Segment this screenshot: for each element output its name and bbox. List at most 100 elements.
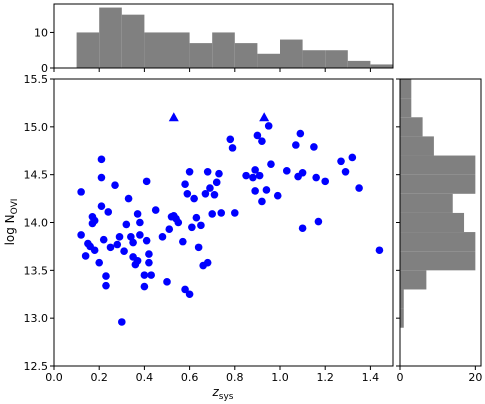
right-histogram: 0 20: [396, 78, 482, 384]
scatter-point: [251, 166, 259, 174]
scatter-point: [375, 246, 384, 255]
y-tick-label: 15.5: [24, 73, 49, 86]
scatter-point: [190, 194, 198, 203]
main-x-ticks: 0.0 0.2 0.4 0.6 0.8 1.0 1.2 1.4: [45, 366, 379, 384]
scatter-point: [267, 160, 275, 168]
scatter-point: [231, 209, 239, 217]
scatter-point: [77, 231, 85, 239]
top-histogram-bar: [325, 50, 348, 68]
scatter-point: [212, 178, 221, 187]
top-histogram-bar: [280, 39, 303, 68]
right-histogram-bar: [400, 136, 434, 156]
top-histogram-bar: [167, 32, 190, 68]
top-histogram-bar: [189, 43, 213, 68]
scatter-point: [258, 197, 266, 206]
top-histogram-bar: [121, 14, 145, 68]
scatter-point: [215, 169, 223, 178]
scatter-point: [255, 171, 264, 180]
scatter-point: [181, 285, 189, 294]
scatter-point: [217, 209, 226, 217]
y-tick-label: 13.5: [24, 264, 49, 277]
scatter-point: [145, 250, 153, 258]
x-tick-label: 1.0: [271, 371, 289, 384]
right-histogram-bar: [400, 174, 476, 194]
right-histogram-x-tick-label: 0: [397, 371, 404, 384]
scatter-point: [97, 155, 106, 164]
scatter-point: [102, 272, 110, 280]
scatter-point: [242, 171, 250, 180]
top-histogram: 0 10: [34, 3, 394, 75]
scatter-point: [77, 188, 85, 196]
scatter-point: [210, 190, 219, 199]
top-histogram-frame: [53, 3, 394, 69]
scatter-point: [97, 202, 106, 211]
scatter-point: [355, 184, 363, 192]
scatter-point: [142, 177, 151, 186]
scatter-point: [314, 217, 323, 226]
top-histogram-bars: [76, 7, 393, 68]
scatter-point: [133, 210, 142, 218]
scatter-point: [124, 194, 133, 203]
top-histogram-bar: [370, 64, 393, 68]
scatter-point: [264, 122, 273, 130]
scatter-point: [140, 271, 149, 279]
top-histogram-y-tick-label: 0: [41, 62, 48, 75]
top-histogram-bar: [212, 32, 235, 68]
scatter-point: [203, 167, 212, 176]
right-histogram-bar: [400, 98, 412, 118]
right-histogram-bar: [400, 308, 404, 328]
scatter-point: [90, 216, 99, 225]
right-histogram-bar: [400, 270, 427, 290]
right-histogram-bar: [400, 193, 453, 213]
right-histogram-bar: [400, 232, 476, 252]
scatter-point: [136, 218, 144, 227]
y-tick-label: 12.5: [24, 360, 49, 373]
main-y-ticks: 12.5 13.0 13.5 14.0 14.5 15.0 15.5: [24, 73, 54, 373]
scatter-point: [102, 281, 110, 290]
scatter-point: [296, 129, 305, 138]
x-tick-label: 0.6: [181, 371, 199, 384]
scatter-point: [192, 213, 201, 222]
right-histogram-bar: [400, 117, 423, 137]
scatter-point: [140, 282, 149, 291]
scatter-point: [348, 153, 357, 162]
scatter-point: [273, 191, 282, 200]
x-tick-label: 0.8: [226, 371, 244, 384]
top-histogram-bar: [347, 60, 371, 68]
top-histogram-y-tick-label: 10: [34, 26, 48, 39]
top-histogram-bar: [302, 50, 326, 68]
scatter-point: [208, 210, 216, 218]
scatter-point: [97, 173, 106, 182]
x-tick-label: 0.4: [136, 371, 154, 384]
y-tick-label: 13.0: [24, 312, 49, 325]
y-tick-label: 14.0: [24, 217, 49, 230]
top-histogram-bar: [234, 43, 258, 68]
x-tick-label: 0.2: [90, 371, 108, 384]
scatter-point: [118, 318, 126, 326]
scatter-point: [253, 131, 262, 140]
scatter-point: [133, 256, 142, 265]
scatter-point: [183, 190, 192, 198]
scatter-point: [258, 137, 266, 145]
scatter-point: [292, 141, 300, 149]
right-histogram-bar: [400, 212, 465, 233]
y-tick-label: 14.5: [24, 169, 49, 182]
scatter-point: [251, 187, 259, 195]
scatter-point: [321, 177, 330, 186]
scatter-point: [337, 157, 345, 166]
scatter-point: [158, 233, 167, 241]
y-axis-label: log NOVI: [3, 199, 20, 246]
top-histogram-y-ticks: 0 10: [34, 26, 54, 75]
scatter-point: [113, 240, 122, 249]
scatter-point: [145, 258, 153, 267]
scatter-point: [197, 221, 205, 230]
scatter-point: [99, 235, 108, 244]
top-histogram-bar: [257, 53, 280, 68]
scatter-point: [104, 208, 113, 216]
scatter-point: [206, 184, 214, 192]
scatter-point: [179, 237, 187, 246]
scatter-point: [185, 290, 194, 299]
x-tick-label: 1.2: [316, 371, 334, 384]
scatter-point: [203, 258, 212, 267]
scatter-point: [106, 243, 115, 252]
